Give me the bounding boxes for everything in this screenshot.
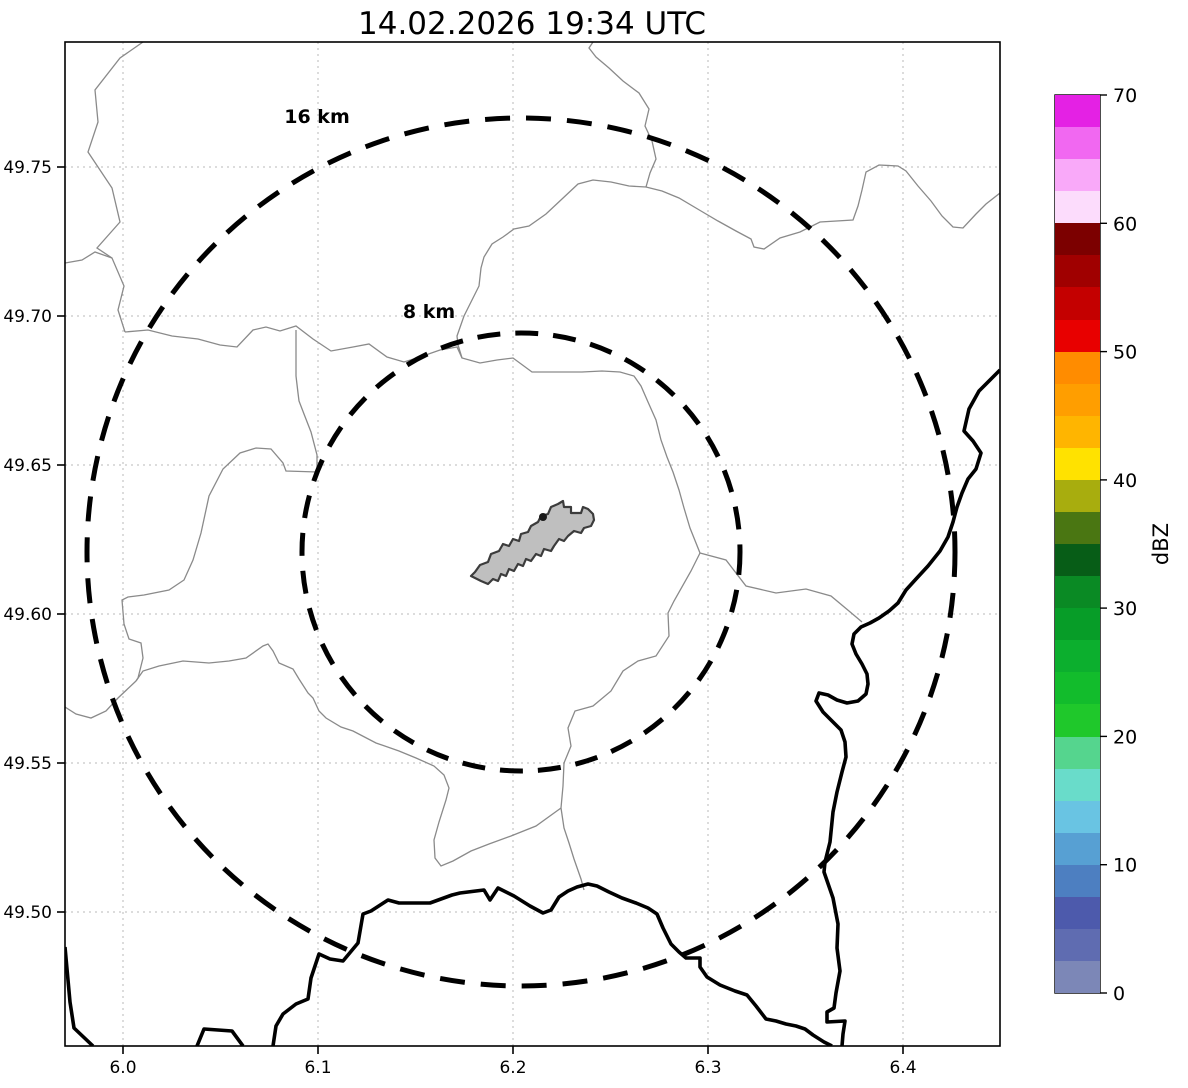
plot-title: 14.02.2026 19:34 UTC [358, 6, 706, 42]
colorbar-segment [1055, 479, 1100, 513]
y-tick-label: 49.60 [3, 605, 52, 625]
colorbar-tick-label: 60 [1113, 213, 1137, 235]
y-axis-tick-labels: 49.75 49.70 49.65 49.60 49.55 49.50 [3, 158, 52, 923]
colorbar-tick-label: 0 [1113, 983, 1125, 1005]
colorbar-segment [1055, 736, 1100, 769]
colorbar-segment [1055, 896, 1100, 930]
admin-boundary-paths [65, 42, 1000, 891]
border-east-moselle [814, 368, 1000, 1046]
colorbar-segment [1055, 544, 1100, 577]
border-south-bump [195, 1027, 245, 1046]
colorbar-segment [1055, 768, 1100, 801]
colorbar-tick-label: 30 [1113, 598, 1137, 620]
colorbar-segment [1055, 383, 1100, 416]
colorbar-segment [1055, 255, 1100, 288]
colorbar-segment [1055, 191, 1100, 224]
colorbar-segment [1055, 319, 1100, 352]
colorbar-axis-label: dBZ [1149, 523, 1173, 565]
y-tick-label: 49.55 [3, 754, 52, 774]
x-tick-label: 6.4 [889, 1058, 916, 1078]
colorbar-segment [1055, 287, 1100, 320]
colorbar-tick-labels: 70 60 50 40 30 20 10 0 [1113, 85, 1137, 1005]
x-tick-label: 6.2 [499, 1058, 526, 1078]
colorbar-segment [1055, 608, 1100, 641]
colorbar-segment [1055, 961, 1100, 994]
city-boundary-polygon [469, 499, 596, 586]
colorbar-tick-marks [1100, 94, 1107, 994]
y-tick-label: 49.50 [3, 903, 52, 923]
outer-ring-label: 16 km [284, 106, 350, 128]
inner-range-ring-8km [299, 330, 743, 774]
y-tick-label: 49.70 [3, 307, 52, 327]
colorbar-segment [1055, 672, 1100, 705]
radar-site-marker [539, 513, 547, 521]
colorbar-segment [1055, 127, 1100, 160]
colorbar-segment [1055, 864, 1100, 897]
colorbar-tick-label: 20 [1113, 726, 1137, 748]
colorbar-segment [1055, 640, 1100, 673]
colorbar-gradient [1055, 95, 1100, 994]
axis-tick-marks [57, 166, 904, 1054]
colorbar-segment [1055, 159, 1100, 192]
colorbar-segment [1055, 704, 1100, 737]
colorbar-segment [1055, 576, 1100, 609]
outer-range-ring-16km [84, 115, 958, 989]
colorbar-tick-label: 70 [1113, 85, 1137, 107]
y-tick-label: 49.65 [3, 456, 52, 476]
x-axis-tick-labels: 6.0 6.1 6.2 6.3 6.4 [109, 1058, 916, 1078]
y-tick-label: 49.75 [3, 158, 52, 178]
inner-ring-label: 8 km [403, 301, 455, 323]
colorbar-segment [1055, 415, 1100, 448]
colorbar-segment [1055, 929, 1100, 962]
x-tick-label: 6.1 [304, 1058, 331, 1078]
colorbar-tick-label: 50 [1113, 342, 1137, 364]
colorbar-segment [1055, 447, 1100, 480]
border-south-france [271, 882, 833, 1046]
colorbar-segment [1055, 800, 1100, 833]
x-tick-label: 6.3 [694, 1058, 721, 1078]
colorbar-segment [1055, 512, 1100, 545]
colorbar-segment [1055, 351, 1100, 384]
colorbar-segment [1055, 832, 1100, 865]
country-border-paths [65, 368, 1000, 1046]
colorbar-segment [1055, 95, 1100, 128]
x-tick-label: 6.0 [109, 1058, 136, 1078]
colorbar-tick-label: 10 [1113, 855, 1137, 877]
border-southwest-corner [65, 946, 95, 1046]
axis-frame [64, 41, 1001, 1047]
colorbar-segment [1055, 223, 1100, 256]
colorbar-tick-label: 40 [1113, 470, 1137, 492]
